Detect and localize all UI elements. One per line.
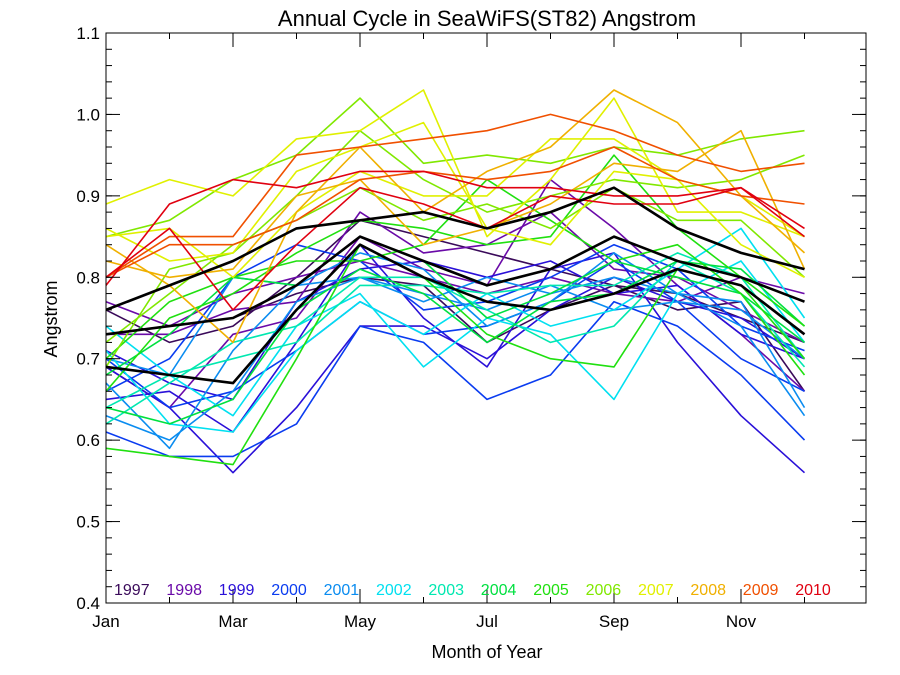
- series-line-27: [105, 89, 805, 238]
- plot-frame: [105, 32, 867, 604]
- legend-entry-2007: 2007: [638, 582, 674, 599]
- legend-entry-2010: 2010: [795, 582, 831, 599]
- chart-title: Annual Cycle in SeaWiFS(ST82) Angstrom: [278, 6, 696, 31]
- series-line-10: [105, 260, 805, 409]
- series-line-29: [105, 138, 805, 279]
- series-line-24: [105, 97, 805, 238]
- legend-entry-2002: 2002: [376, 582, 412, 599]
- y-tick-label: 0.5: [76, 513, 100, 532]
- x-tick-label: Sep: [599, 612, 629, 631]
- legend-entry-2006: 2006: [586, 582, 622, 599]
- series-line-4: [106, 211, 805, 344]
- y-tick-label: 0.7: [76, 350, 100, 369]
- series-line-33: [105, 146, 805, 279]
- x-tick-label: Mar: [218, 612, 248, 631]
- y-axis-label: Angstrom: [41, 280, 61, 357]
- legend-entry-2000: 2000: [271, 582, 307, 599]
- series-line-3: [105, 260, 805, 327]
- legend-entry-2008: 2008: [690, 582, 726, 599]
- x-tick-label: Nov: [726, 612, 757, 631]
- series-line-37: [105, 235, 805, 336]
- series-line-14: [105, 252, 806, 417]
- series-line-31: [105, 129, 806, 279]
- series-line-36: [105, 186, 805, 312]
- legend-entry-1998: 1998: [166, 582, 202, 599]
- x-axis-label: Month of Year: [431, 642, 542, 662]
- series-line-35: [105, 186, 805, 311]
- series-line-26: [105, 186, 806, 344]
- legend-entry-2001: 2001: [324, 582, 360, 599]
- series-line-17: [105, 260, 806, 425]
- y-tick-label: 1.0: [76, 105, 100, 124]
- y-tick-label: 0.6: [76, 431, 100, 450]
- series-line-8: [105, 260, 805, 401]
- series-line-30: [105, 89, 806, 344]
- x-tick-label: May: [344, 612, 377, 631]
- legend-entry-1999: 1999: [219, 582, 255, 599]
- series-line-32: [105, 113, 805, 278]
- series-lines: [105, 89, 806, 474]
- series-line-15: [105, 260, 806, 417]
- series-line-38: [105, 243, 806, 385]
- legend: 1997 1998 1999 2000 2001 2002 2003 2004 2005 2006…: [114, 582, 831, 599]
- series-line-9: [105, 300, 806, 458]
- legend-entry-1997: 1997: [114, 582, 150, 599]
- y-tick-label: 0.9: [76, 187, 100, 206]
- series-line-7: [105, 243, 806, 474]
- series-line-19: [105, 260, 806, 425]
- legend-entry-2009: 2009: [743, 582, 779, 599]
- legend-entry-2003: 2003: [428, 582, 464, 599]
- axis-ticks: 0.4 0.5 0.6 0.7 0.8 0.9 1.0 1.1 Jan Mar May Jul Sep N…: [76, 24, 866, 631]
- y-tick-label: 1.1: [76, 24, 100, 43]
- legend-entry-2004: 2004: [481, 582, 517, 599]
- y-tick-label: 0.4: [76, 594, 100, 613]
- legend-entry-2005: 2005: [533, 582, 569, 599]
- series-line-34: [105, 170, 805, 286]
- x-tick-label: Jan: [92, 612, 119, 631]
- y-tick-label: 0.8: [76, 268, 100, 287]
- x-tick-label: Jul: [476, 612, 498, 631]
- series-line-12: [105, 276, 805, 441]
